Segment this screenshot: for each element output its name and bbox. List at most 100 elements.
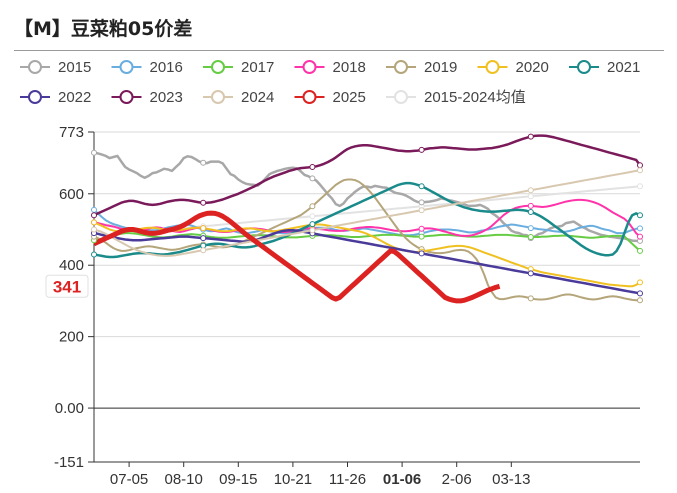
- legend-marker: [211, 90, 225, 104]
- series-point: [91, 219, 97, 226]
- series-line: [93, 221, 641, 288]
- series-point: [637, 247, 643, 254]
- series-point: [418, 183, 425, 190]
- legend-marker: [28, 90, 42, 104]
- series-point: [200, 247, 207, 254]
- legend-item: 2022: [20, 89, 91, 106]
- series-point: [637, 233, 643, 240]
- series-point: [527, 270, 534, 277]
- series-line: [92, 210, 501, 304]
- x-tick-label: 11-26: [329, 471, 366, 488]
- legend-marker: [302, 60, 317, 74]
- series-point: [200, 235, 207, 242]
- series-point: [637, 162, 643, 169]
- series-point: [309, 227, 316, 234]
- legend-item: 2020: [477, 59, 549, 76]
- legend-marker: [485, 60, 500, 74]
- series-point: [527, 133, 534, 140]
- series-point: [309, 221, 316, 228]
- legend-item: 2019: [386, 59, 457, 76]
- series-line: [93, 151, 640, 243]
- series-point: [637, 279, 643, 286]
- legend-label: 2025: [333, 89, 366, 106]
- y-tick-label: 600: [59, 186, 84, 203]
- series-point: [418, 199, 425, 206]
- legend-label: 2017: [241, 59, 274, 76]
- current-value-label: 341: [53, 277, 81, 296]
- series-point: [527, 209, 534, 215]
- legend: 2015 2016 2017 2018 2019 2020 2021 2022 2023 2024…: [20, 59, 640, 106]
- series-point: [91, 206, 97, 213]
- legend-label: 2020: [516, 59, 549, 76]
- series-point: [418, 233, 425, 240]
- current-value-badge: [45, 274, 89, 298]
- series-point: [418, 146, 425, 153]
- series-point: [91, 149, 97, 156]
- series-lines: [92, 134, 642, 304]
- legend-label: 2022: [58, 89, 91, 106]
- series-line: [93, 169, 641, 257]
- series-point: [418, 225, 425, 232]
- legend-marker: [394, 60, 408, 74]
- chart-title: 【M】豆菜粕05价差: [14, 18, 193, 40]
- axes: [88, 131, 640, 467]
- legend-item: 2015: [20, 59, 91, 76]
- series-line: [93, 178, 640, 302]
- series-point: [309, 213, 316, 220]
- series-line: [93, 228, 641, 295]
- series-line: [93, 181, 641, 259]
- legend-marker: [211, 60, 225, 74]
- legend-item: 2021: [569, 59, 640, 76]
- title-divider: [14, 50, 664, 51]
- legend-label: 2015-2024均值: [424, 89, 526, 106]
- series-point: [91, 226, 97, 233]
- legend-label: 2018: [333, 59, 366, 76]
- series-line: [93, 185, 641, 232]
- x-tick-label: 10-21: [274, 471, 312, 488]
- legend-label: 2016: [150, 59, 183, 76]
- x-tick-label: 07-05: [110, 471, 148, 488]
- legend-marker: [302, 90, 317, 104]
- series-point: [200, 199, 207, 206]
- legend-item: 2015-2024均值: [386, 89, 526, 106]
- series-point: [527, 187, 534, 194]
- legend-item: 2018: [294, 59, 366, 76]
- legend-marker: [577, 60, 591, 74]
- series-point: [637, 212, 643, 219]
- legend-marker: [28, 60, 42, 74]
- series-point: [91, 212, 97, 219]
- legend-item: 2017: [203, 59, 274, 76]
- series-point: [527, 295, 534, 302]
- series-line: [94, 232, 641, 252]
- y-tick-label: 200: [59, 329, 84, 346]
- series-point: [418, 250, 425, 257]
- y-tick-label: -151: [54, 454, 84, 471]
- series-point: [527, 234, 534, 240]
- legend-label: 2021: [607, 59, 640, 76]
- series-point: [527, 225, 534, 232]
- x-tick-label: 09-15: [219, 471, 257, 488]
- legend-item: 2025: [294, 89, 366, 106]
- legend-label: 2024: [241, 89, 274, 106]
- series-point: [637, 225, 643, 232]
- series-point: [527, 193, 534, 200]
- legend-label: 2015: [58, 59, 91, 76]
- y-tick-label: 773: [59, 124, 84, 141]
- y-tick-label: 0.00: [55, 400, 84, 417]
- series-point: [527, 202, 534, 209]
- x-tick-label: 2-06: [442, 471, 472, 488]
- legend-marker: [119, 90, 134, 104]
- series-markers: [91, 133, 643, 304]
- legend-label: 2023: [150, 89, 183, 106]
- x-tick-label: 08-10: [165, 471, 203, 488]
- series-point: [637, 183, 643, 190]
- axis-labels: 773 600 400 200 0.00 -151 07-05 08-10 09-15 10-21…: [45, 124, 530, 488]
- series-point: [637, 290, 643, 297]
- series-point: [637, 167, 643, 174]
- y-tick-label: 400: [59, 257, 84, 274]
- series-point: [309, 175, 316, 182]
- legend-marker: [394, 90, 408, 104]
- series-line: [93, 198, 641, 238]
- x-tick-label: 01-06: [383, 471, 421, 488]
